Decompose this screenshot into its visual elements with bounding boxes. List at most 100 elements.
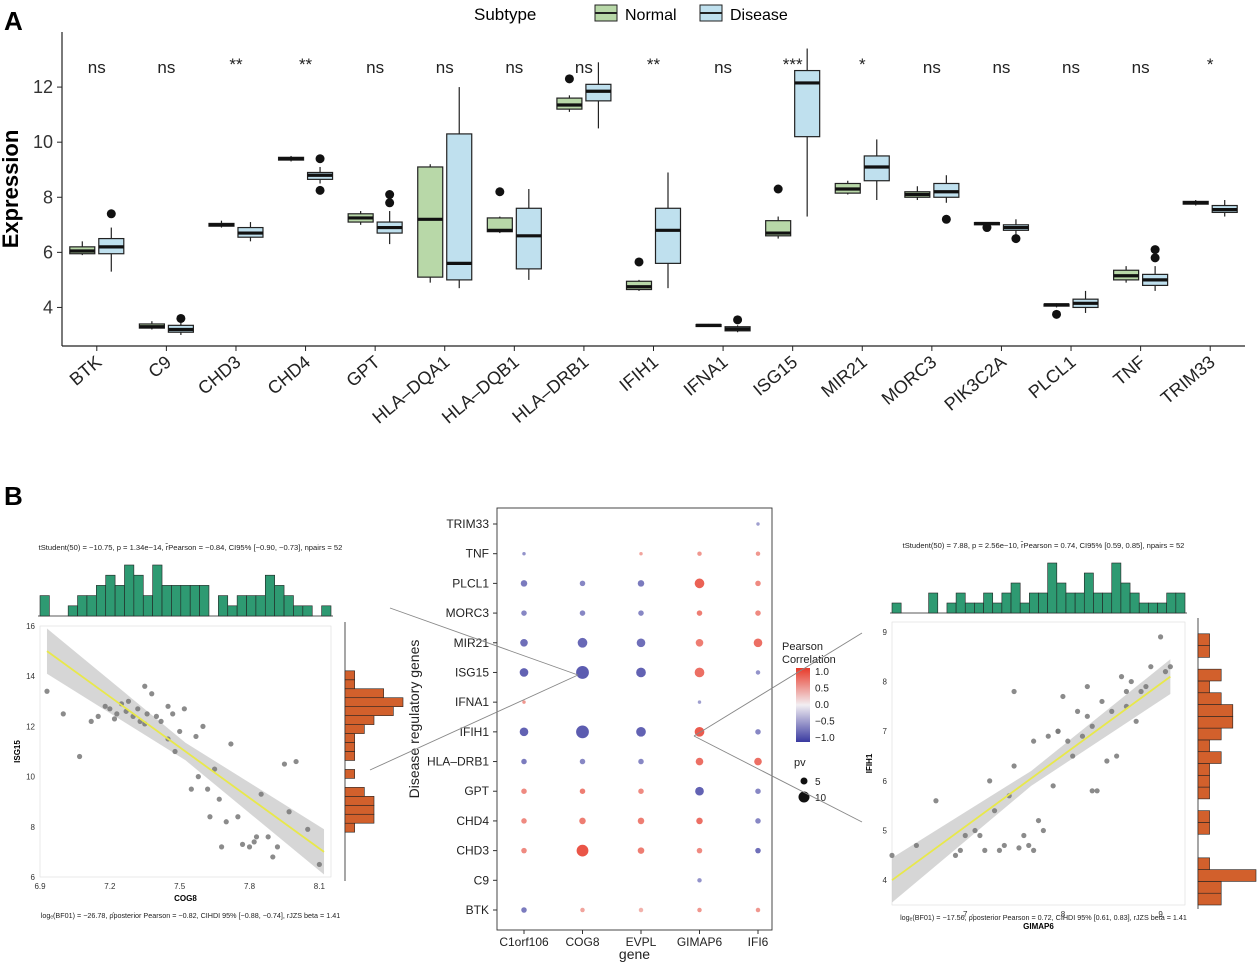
significance-label: ns	[88, 58, 106, 77]
dot-morc3-evpl	[638, 610, 644, 616]
isg15-cog8-hist-top-bar	[114, 585, 125, 617]
ifih1-gimap6-data-point	[889, 852, 895, 858]
isg15-cog8-data-point	[212, 766, 218, 772]
dot-isg15-c1orf106	[519, 668, 529, 677]
y-axis-label: Expression	[0, 130, 23, 249]
isg15-cog8-hist-top-bar	[124, 564, 135, 617]
isg15-cog8-stats-subtitle: tStudent(50) = −10.75, p = 1.34e−14, r̂P…	[39, 543, 343, 552]
dot-hla–drb1-gimap6	[695, 757, 704, 766]
ifih1-gimap6-data-point	[1035, 817, 1042, 824]
isg15-cog8-hist-side-bar	[344, 733, 355, 743]
isg15-cog8-data-point	[281, 761, 288, 767]
ifih1-gimap6-hist-top-bar	[1001, 592, 1012, 614]
panel-a: A Subtype Normal Disease 4 6 8 10 12 Expression BT…	[0, 4, 1245, 428]
isg15-cog8-plot-area	[39, 625, 332, 878]
dot-chd3-gimap6	[696, 847, 703, 854]
ifih1-gimap6-hist-side-bar	[1197, 692, 1222, 705]
isg15-cog8-data-point	[218, 844, 225, 850]
ifih1-gimap6-data-point	[957, 847, 963, 853]
isg15-cog8-data-point	[246, 844, 253, 850]
ifih1-gimap6-data-point	[962, 832, 968, 839]
dot-tnf-ifi6	[755, 551, 761, 556]
dot-btk-c1orf106	[521, 907, 527, 913]
outlier-point	[982, 223, 992, 233]
isg15-cog8-y-tick-label: 10	[26, 773, 35, 782]
size-legend-dot-small	[800, 777, 808, 785]
ifih1-gimap6-data-point	[1104, 758, 1110, 764]
isg15-cog8-data-point	[195, 774, 201, 780]
ifih1-gimap6-hist-side-bar	[1197, 763, 1210, 776]
isg15-cog8-hist-top-bar	[264, 574, 275, 617]
dot-x-label-cog8: COG8	[565, 935, 599, 949]
legend-title: Subtype	[474, 5, 536, 24]
ifih1-gimap6-data-point	[1084, 683, 1090, 690]
isg15-cog8-data-point	[200, 723, 206, 730]
isg15-cog8-data-point	[172, 748, 178, 755]
ifih1-gimap6-hist-top-bar	[1083, 572, 1094, 614]
ifih1-gimap6-hist-top-bar	[1047, 562, 1058, 614]
dot-gpt-c1orf106	[521, 788, 527, 794]
ifih1-gimap6-data-point	[913, 842, 920, 849]
dot-tnf-c1orf106	[522, 551, 526, 556]
corr-legend-tick: 1.0	[815, 667, 829, 678]
outlier-point	[385, 198, 395, 208]
panel-b-dot-matrix: BTK C9 CHD3 CHD4 GPT HLA–DRB1 IFIH1 IFNA1 ISG15 M…	[406, 507, 836, 962]
dot-isg15-gimap6	[694, 667, 705, 678]
ifih1-gimap6-data-point	[1148, 664, 1154, 670]
legend-label-disease: Disease	[730, 7, 788, 24]
isg15-cog8-hist-top-bar	[96, 585, 107, 617]
isg15-cog8-y-axis-label: ISG15	[13, 740, 22, 763]
dot-morc3-ifi6	[755, 610, 761, 616]
dot-plcl1-gimap6	[694, 578, 705, 589]
panel-label-b: B	[4, 481, 23, 511]
ifih1-gimap6-hist-top-bar	[983, 592, 994, 614]
isg15-cog8-hist-top-bar	[218, 595, 229, 617]
isg15-cog8-hist-side-bar	[344, 670, 355, 681]
isg15-cog8-hist-side-bar	[344, 706, 394, 716]
isg15-cog8-hist-side-bar	[344, 724, 365, 734]
dot-mir21-gimap6	[695, 638, 704, 647]
ifih1-gimap6-data-point	[1133, 718, 1139, 724]
outlier-point	[1150, 245, 1160, 255]
isg15-cog8-data-point	[44, 688, 50, 694]
box-disease-hla–dqa1	[446, 133, 473, 281]
dot-trim33-ifi6	[756, 522, 760, 526]
y-tick-label: 12	[33, 77, 53, 97]
ifih1-gimap6-hist-side-bar	[1197, 751, 1222, 764]
ifih1-gimap6-data-point	[1089, 723, 1095, 729]
outlier-point	[941, 214, 951, 224]
isg15-cog8-hist-side-bar	[344, 697, 404, 707]
ifih1-gimap6-hist-top-bar	[1148, 602, 1158, 614]
dot-chd3-evpl	[637, 847, 645, 854]
ifih1-gimap6-data-point	[1074, 708, 1081, 714]
dot-y-label-chd4: CHD4	[456, 814, 489, 828]
isg15-cog8-data-point	[286, 809, 292, 815]
outlier-point	[1011, 234, 1021, 244]
ifih1-gimap6-hist-side-bar	[1197, 668, 1222, 682]
ifih1-gimap6-y-tick-label: 7	[883, 727, 888, 736]
ifih1-gimap6-stats-footer: logₑ(BF01) = −17.56, ρ̂posterior Pearson…	[900, 913, 1187, 922]
y-tick-label: 10	[33, 132, 53, 152]
dot-btk-gimap6	[697, 907, 702, 913]
ifih1-gimap6-fit-line	[891, 675, 1171, 881]
ifih1-gimap6-y-tick-label: 8	[883, 678, 888, 687]
isg15-cog8-data-point	[207, 814, 213, 820]
corr-legend-tick: −0.5	[815, 717, 835, 728]
dot-btk-evpl	[638, 907, 644, 913]
dot-y-label-morc3: MORC3	[446, 606, 490, 620]
ifih1-gimap6-y-tick-label: 9	[883, 628, 888, 637]
isg15-cog8-data-point	[265, 834, 271, 840]
ifih1-gimap6-hist-side-bar	[1197, 774, 1210, 788]
isg15-cog8-data-point	[228, 741, 234, 747]
dot-y-label-mir21: MIR21	[454, 636, 490, 650]
dot-y-label-gpt: GPT	[464, 784, 489, 798]
dot-mir21-c1orf106	[520, 638, 528, 647]
ifih1-gimap6-data-point	[1094, 788, 1100, 794]
isg15-cog8-data-point	[76, 753, 83, 760]
significance-label: ns	[714, 58, 732, 77]
ifih1-gimap6-y-tick-label: 4	[883, 876, 888, 885]
dot-y-label-isg15: ISG15	[455, 665, 489, 679]
isg15-cog8-data-point	[235, 814, 241, 820]
isg15-cog8-data-point	[316, 861, 322, 868]
ifih1-gimap6-hist-top-bar	[1065, 592, 1076, 614]
